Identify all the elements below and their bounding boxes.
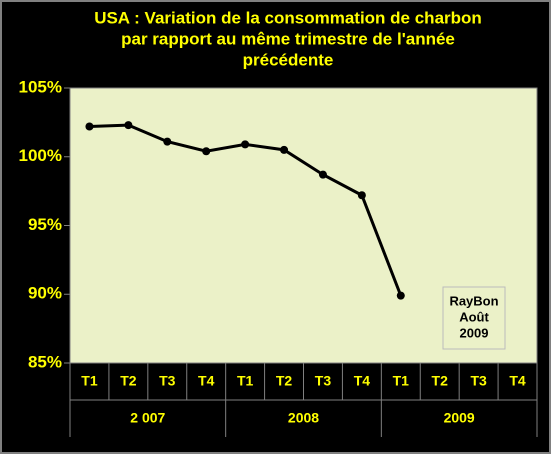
x-tick-label: T1 [237,373,254,389]
y-tick-label: 85% [28,352,62,371]
x-tick-label: T3 [315,373,332,389]
annotation-box [442,286,506,350]
x-tick-label: T2 [276,373,293,389]
x-tick-label: T4 [198,373,215,389]
x-tick-label: T2 [120,373,137,389]
group-label: 2009 [444,410,475,426]
y-tick-label: 95% [28,215,62,234]
data-point [85,122,94,131]
annotation: RayBon [449,293,498,308]
data-point [163,137,172,146]
data-point [357,191,366,200]
annotation: 2009 [460,325,489,340]
y-tick-label: 90% [28,284,62,303]
data-point [280,145,289,154]
x-tick-label: T4 [509,373,526,389]
x-tick-label: T4 [354,373,371,389]
y-tick-label: 100% [19,146,62,165]
x-tick-label: T1 [393,373,410,389]
group-label: 2008 [288,410,319,426]
chart-title: précédente [243,50,334,69]
data-point [241,140,250,149]
annotation: Août [459,309,489,324]
chart-title: par rapport au même trimestre de l'année [121,29,455,48]
x-tick-label: T3 [159,373,176,389]
x-tick-label: T1 [81,373,98,389]
x-tick-label: T2 [432,373,449,389]
data-point [318,170,327,179]
data-point [396,291,405,300]
data-point [202,147,211,156]
chart-title: USA : Variation de la consommation de ch… [94,8,482,27]
x-tick-label: T3 [470,373,487,389]
data-point [124,121,133,130]
y-tick-label: 105% [19,77,62,96]
group-label: 2 007 [130,410,165,426]
